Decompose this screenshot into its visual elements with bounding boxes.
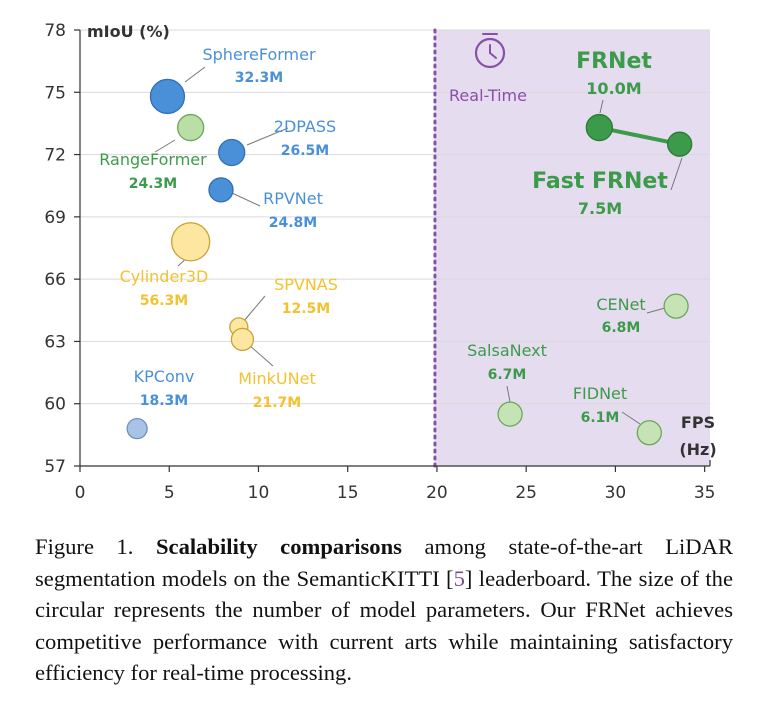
point-fast-frnet	[667, 131, 693, 157]
frnet-link-line	[598, 125, 681, 147]
label-sphereformer: SphereFormer	[202, 45, 316, 64]
point-fidnet	[636, 420, 662, 446]
point-kpconv	[126, 417, 148, 440]
point-frnet	[585, 113, 613, 142]
y-axis-label: mIoU (%)	[87, 22, 170, 41]
caption-prefix: Figure 1.	[35, 534, 156, 559]
x-tick-label-25: 25	[515, 483, 537, 503]
y-tick-label-72: 72	[44, 146, 66, 166]
x-tick-label-10: 10	[248, 483, 270, 503]
leader-line-1	[154, 139, 176, 153]
leader-lines	[154, 66, 683, 425]
leader-line-5	[242, 295, 266, 323]
leader-line-6	[248, 344, 274, 367]
clock-face	[474, 37, 506, 69]
figure-caption: Figure 1. Scalability comparisons among …	[35, 531, 733, 689]
axes	[79, 30, 711, 467]
leader-line-2	[246, 127, 289, 146]
params-spvnas: 12.5M	[282, 301, 330, 317]
point-sphereformer	[149, 78, 186, 115]
x-tick-label-15: 15	[337, 483, 359, 503]
params-salsanext: 6.7M	[488, 367, 527, 383]
point-2dpass	[218, 138, 246, 167]
params-sphereformer: 32.3M	[235, 70, 283, 86]
label-cenet: CENet	[596, 295, 645, 314]
params-frnet: 10.0M	[586, 79, 641, 98]
params-2dpass: 26.5M	[281, 143, 329, 159]
point-rpvnet	[208, 177, 234, 203]
params-kpconv: 18.3M	[140, 393, 188, 409]
x-tick-label-5: 5	[164, 483, 175, 503]
label-rangeformer: RangeFormer	[99, 150, 207, 169]
label-fast-frnet: Fast FRNet	[532, 169, 668, 194]
y-tick-label-75: 75	[44, 83, 66, 103]
point-salsanext	[497, 401, 523, 427]
params-rangeformer: 24.3M	[129, 176, 177, 192]
leader-line-3	[231, 192, 261, 207]
label-minkunet: MinkUNet	[238, 369, 315, 388]
y-tick-label-60: 60	[44, 395, 66, 415]
clock-hand-minute	[489, 52, 497, 59]
params-rpvnet: 24.8M	[269, 215, 317, 231]
label-rpvnet: RPVNet	[263, 189, 323, 208]
y-tick-label-78: 78	[44, 21, 66, 41]
point-rangeformer	[177, 113, 205, 142]
y-tick-label-57: 57	[44, 457, 66, 477]
x-tick-label-30: 30	[605, 483, 627, 503]
point-labels: SphereFormer 32.3M RangeFormer 24.3M 2DPASS 2…	[99, 45, 668, 426]
clock-icon	[474, 33, 506, 69]
params-cenet: 6.8M	[602, 320, 641, 336]
x-tick-label-0: 0	[75, 483, 86, 503]
leader-line-12	[670, 157, 683, 191]
y-tick-label-66: 66	[44, 270, 66, 290]
params-minkunet: 21.7M	[253, 395, 301, 411]
label-cylinder3d: Cylinder3D	[120, 267, 209, 286]
y-tick-label-63: 63	[44, 332, 66, 352]
real-time-label: Real-Time	[449, 86, 527, 105]
label-salsanext: SalsaNext	[467, 341, 547, 360]
data-points	[126, 78, 693, 446]
params-fidnet: 6.1M	[581, 410, 620, 426]
label-fidnet: FIDNet	[573, 384, 627, 403]
point-cylinder3d	[171, 222, 211, 262]
leader-line-10	[646, 307, 666, 314]
point-cenet	[663, 293, 689, 319]
scatter-chart: Real-Time 57 60 63 66 69 72 75 78 0 5 10 15 20 25 30 35…	[44, 21, 716, 503]
leader-line-9	[621, 411, 641, 425]
y-gridlines	[80, 29, 710, 405]
label-kpconv: KPConv	[134, 367, 195, 386]
params-fast-frnet: 7.5M	[578, 199, 622, 218]
caption-bold: Scalability comparisons	[155, 534, 402, 559]
leader-line-0	[184, 66, 206, 83]
frnet-connection-line	[598, 125, 681, 147]
caption-text-1: among state-of-the-art LiDAR segmentatio…	[35, 534, 734, 591]
label-2dpass: 2DPASS	[274, 117, 336, 136]
y-tick-label-69: 69	[44, 208, 66, 228]
params-cylinder3d: 56.3M	[140, 293, 188, 309]
x-tick-label-20: 20	[426, 483, 448, 503]
x-axis-unit: (Hz)	[679, 440, 716, 459]
leader-line-11	[599, 99, 604, 114]
real-time-region	[434, 30, 710, 466]
x-tick-label-35: 35	[694, 483, 716, 503]
ticks: 57 60 63 66 69 72 75 78 0 5 10 15 20 25 30 35	[44, 21, 715, 503]
point-minkunet	[230, 327, 255, 352]
label-spvnas: SPVNAS	[274, 275, 338, 294]
label-frnet: FRNet	[576, 49, 652, 74]
x-axis-label: FPS	[681, 413, 715, 432]
caption-text-2: ] leaderboard. The size of the circular …	[35, 565, 733, 686]
caption-reference-link[interactable]: 5	[453, 565, 465, 591]
leader-line-8	[506, 385, 511, 403]
